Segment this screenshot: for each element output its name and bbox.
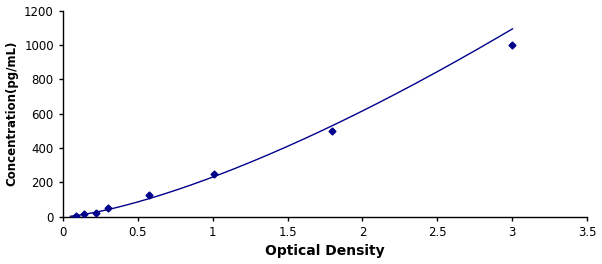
X-axis label: Optical Density: Optical Density bbox=[265, 244, 385, 258]
Y-axis label: Concentration(pg/mL): Concentration(pg/mL) bbox=[5, 41, 19, 186]
